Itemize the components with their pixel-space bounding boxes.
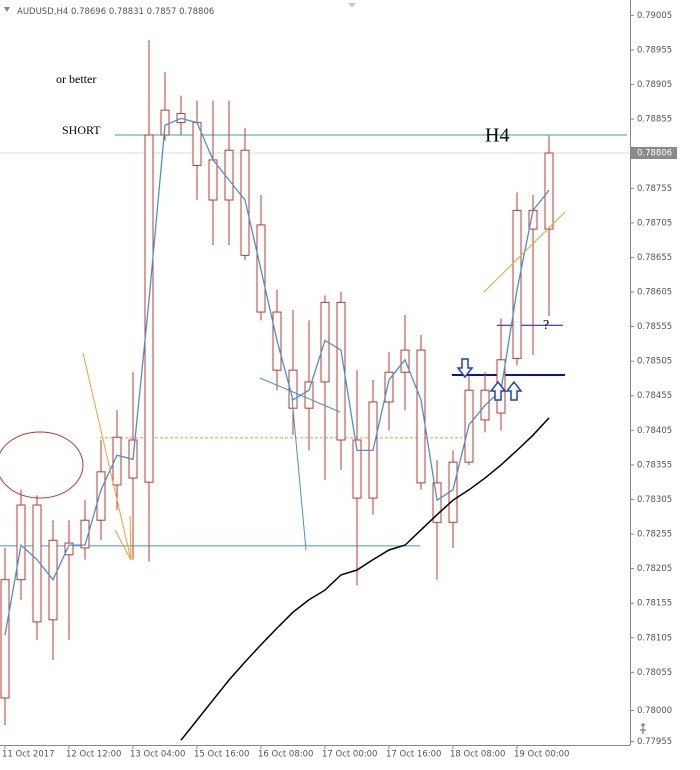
x-tick-label: 15 Oct 16:00: [194, 750, 249, 760]
y-tick-label: 0.78505: [637, 357, 672, 367]
y-tick-label: 0.78755: [637, 184, 672, 194]
candle-body: [512, 209, 522, 359]
x-tick-label: 18 Oct 08:00: [450, 750, 505, 760]
candle-body: [384, 371, 394, 403]
candle-body: [224, 149, 234, 201]
y-tick-label: 0.78405: [637, 426, 672, 436]
annotation: or better: [56, 72, 96, 86]
y-tick-label: 0.78205: [637, 564, 672, 574]
candle-body: [432, 482, 442, 523]
trend-line: [114, 529, 132, 561]
y-tick-label: 0.78000: [637, 706, 672, 716]
y-tick-label: 0.78955: [637, 45, 672, 55]
y-tick-label: 0.77955: [637, 737, 672, 747]
symbol: AUDUSD,H4: [17, 7, 68, 17]
header-arrow: [4, 7, 10, 12]
up-arrow: [489, 380, 507, 401]
y-tick-label: 0.78355: [637, 460, 672, 470]
candle-body: [96, 471, 106, 521]
candle-body: [112, 436, 122, 486]
x-tick-label: 11 Oct 2017: [2, 750, 55, 760]
y-tick-label: 0.78605: [637, 288, 672, 298]
candle-body: [80, 519, 90, 549]
indicator-line: [4, 117, 550, 636]
trend-line: [129, 515, 132, 561]
y-tick-label: 0.78855: [637, 115, 672, 125]
corner-icon: [640, 723, 646, 734]
candle-body: [352, 439, 362, 499]
plot: [0, 40, 630, 741]
y-tick-label: 0.78155: [637, 599, 672, 609]
candle-body: [32, 504, 42, 623]
annotation: H4: [485, 125, 509, 147]
y-tick-label: 0.78255: [637, 530, 672, 540]
x-tick-label: 19 Oct 00:00: [514, 750, 569, 760]
candle-body: [144, 134, 154, 483]
y-tick-label: 0.78655: [637, 253, 672, 263]
trend-line: [259, 377, 341, 413]
header-close: 0.78806: [179, 7, 214, 17]
ellipse: [0, 431, 84, 499]
candle-body: [64, 542, 74, 556]
candle-body: [208, 159, 218, 201]
y-tick-label: 0.78305: [637, 495, 672, 505]
trend-line: [483, 211, 566, 293]
header: AUDUSD,H4 0.78696 0.78831 0.7857 0.78806: [17, 7, 214, 17]
current-price-label: 0.78806: [637, 149, 672, 159]
y-tick-label: 0.78705: [637, 218, 672, 228]
candle-body: [16, 504, 26, 581]
scroll-marker: [348, 3, 356, 8]
drawings: [0, 211, 646, 734]
y-tick-label: 0.78105: [637, 633, 672, 643]
y-tick-label: 0.78905: [637, 80, 672, 90]
candle-body: [160, 109, 170, 136]
current-price-box: [631, 147, 677, 159]
header-low: 0.7857: [147, 7, 177, 17]
trend-line: [291, 397, 307, 551]
annotation: SHORT: [62, 123, 101, 137]
x-tick-label: 13 Oct 04:00: [130, 750, 185, 760]
candle-body: [304, 381, 314, 409]
y-tick-label: 0.78055: [637, 668, 672, 678]
y-tick-label: 0.78455: [637, 391, 672, 401]
trend-line: [82, 352, 132, 561]
x-tick-label: 17 Oct 16:00: [386, 750, 441, 760]
candle-body: [416, 349, 426, 484]
header-high: 0.78831: [109, 7, 144, 17]
indicator-line: [180, 417, 550, 741]
annotation: ?: [543, 318, 549, 333]
y-tick-label: 0.78555: [637, 322, 672, 332]
x-tick-label: 16 Oct 08:00: [258, 750, 313, 760]
candle-body: [0, 579, 10, 699]
up-arrow: [505, 380, 523, 401]
header-open: 0.78696: [71, 7, 106, 17]
x-tick-label: 17 Oct 00:00: [322, 750, 377, 760]
y-tick-label: 0.79005: [637, 11, 672, 21]
down-arrow: [456, 358, 474, 379]
x-tick-label: 12 Oct 12:00: [66, 750, 121, 760]
